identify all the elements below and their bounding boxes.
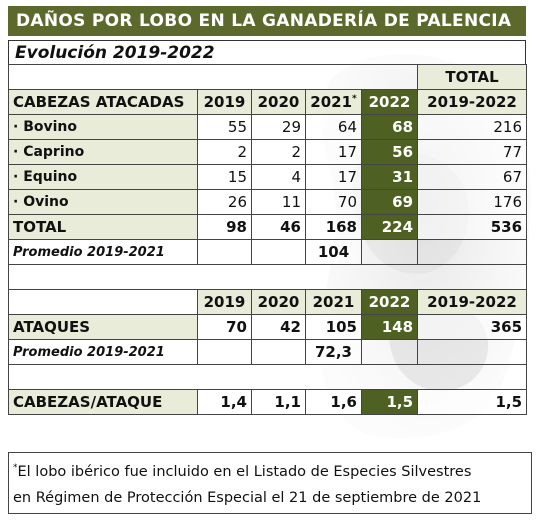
- total-label: TOTAL: [8, 214, 198, 240]
- value-cell: 26: [197, 189, 252, 215]
- average-label: Promedio 2019-2021: [8, 239, 198, 265]
- attacks-value-highlight: 148: [360, 314, 419, 340]
- total-cell: 67: [417, 164, 528, 190]
- empty-cell: [197, 239, 252, 265]
- table-row: · Caprino 2 2 17 56 77: [8, 139, 528, 165]
- attacks-value: 42: [251, 314, 306, 340]
- value-cell: 29: [251, 114, 306, 140]
- species-label: · Equino: [8, 164, 198, 190]
- total-cell: 216: [417, 114, 528, 140]
- attacks-label: ATAQUES: [8, 314, 198, 340]
- damage-table: TOTAL CABEZAS ATACADAS 2019 2020 2021* 2…: [7, 64, 528, 415]
- heads-row-header: CABEZAS ATACADAS: [8, 89, 198, 115]
- year-header: 2021*: [305, 89, 362, 115]
- species-label: · Bovino: [8, 114, 198, 140]
- footnote-text-1: El lobo ibérico fue incluido en el Lista…: [17, 463, 472, 480]
- year-header-highlight: 2022: [360, 289, 419, 315]
- species-label: · Ovino: [8, 189, 198, 215]
- value-cell: 17: [305, 164, 362, 190]
- year-header: 2019: [197, 289, 252, 315]
- empty-cell: [251, 239, 306, 265]
- total-value: 168: [305, 214, 362, 240]
- average-row: Promedio 2019-2021 104: [8, 239, 528, 265]
- total-range-header: 2019-2022: [417, 89, 528, 115]
- empty-cell: [7, 64, 419, 90]
- year-header: 2021: [305, 289, 362, 315]
- empty-cell: [417, 239, 528, 265]
- value-cell: 2: [197, 139, 252, 165]
- year-label: 2021: [310, 93, 353, 111]
- total-cell: 176: [417, 189, 528, 215]
- value-cell-highlight: 56: [360, 139, 419, 165]
- total-header-cell: TOTAL: [417, 64, 528, 90]
- spacer-row: [7, 264, 528, 290]
- year-header: 2019: [197, 89, 252, 115]
- total-header-row: TOTAL: [7, 64, 528, 90]
- footnote: *El lobo ibérico fue incluido en el List…: [8, 452, 532, 514]
- value-cell: 17: [305, 139, 362, 165]
- value-cell: 15: [197, 164, 252, 190]
- footnote-line-2: en Régimen de Protección Especial el 21 …: [13, 489, 482, 506]
- ratio-value: 1,1: [251, 389, 306, 415]
- value-cell: 4: [251, 164, 306, 190]
- spacer-cell: [7, 364, 528, 390]
- year-header: 2020: [251, 289, 306, 315]
- attacks-row: ATAQUES 70 42 105 148 365: [8, 314, 528, 340]
- attacks-value: 105: [305, 314, 362, 340]
- footnote-mark: *: [13, 463, 18, 473]
- table-row: · Equino 15 4 17 31 67: [8, 164, 528, 190]
- attacks-total: 365: [417, 314, 528, 340]
- value-cell-highlight: 68: [360, 114, 419, 140]
- footnote-mark: *: [352, 94, 357, 104]
- value-cell: 70: [305, 189, 362, 215]
- total-value-highlight: 224: [360, 214, 419, 240]
- empty-cell: [197, 339, 252, 365]
- total-row: TOTAL 98 46 168 224 536: [8, 214, 528, 240]
- average-label: Promedio 2019-2021: [8, 339, 198, 365]
- ratio-value-highlight: 1,5: [360, 389, 419, 415]
- value-cell: 55: [197, 114, 252, 140]
- grand-total: 536: [417, 214, 528, 240]
- value-cell: 2: [251, 139, 306, 165]
- ratio-label: CABEZAS/ATAQUE: [8, 389, 198, 415]
- attacks-header-row: 2019 2020 2021 2022 2019-2022: [8, 289, 528, 315]
- page-subtitle: Evolución 2019-2022: [8, 40, 526, 64]
- value-cell-highlight: 31: [360, 164, 419, 190]
- ratio-total: 1,5: [417, 389, 528, 415]
- year-header: 2020: [251, 89, 306, 115]
- heads-header-row: CABEZAS ATACADAS 2019 2020 2021* 2022 20…: [8, 89, 528, 115]
- empty-cell: [360, 339, 419, 365]
- empty-cell: [8, 289, 198, 315]
- table-row: · Bovino 55 29 64 68 216: [8, 114, 528, 140]
- ratio-row: CABEZAS/ATAQUE 1,4 1,1 1,6 1,5 1,5: [8, 389, 528, 415]
- average-row: Promedio 2019-2021 72,3: [8, 339, 528, 365]
- ratio-value: 1,4: [197, 389, 252, 415]
- ratio-value: 1,6: [305, 389, 362, 415]
- total-value: 46: [251, 214, 306, 240]
- total-range-header: 2019-2022: [417, 289, 528, 315]
- page-title: DAÑOS POR LOBO EN LA GANADERÍA DE PALENC…: [8, 6, 526, 36]
- year-header-highlight: 2022: [360, 89, 419, 115]
- table-row: · Ovino 26 11 70 69 176: [8, 189, 528, 215]
- total-cell: 77: [417, 139, 528, 165]
- average-value: 104: [305, 239, 362, 265]
- empty-cell: [417, 339, 528, 365]
- empty-cell: [360, 239, 419, 265]
- value-cell: 64: [305, 114, 362, 140]
- footnote-line-1: *El lobo ibérico fue incluido en el List…: [13, 455, 527, 485]
- attacks-value: 70: [197, 314, 252, 340]
- total-value: 98: [197, 214, 252, 240]
- average-value: 72,3: [305, 339, 362, 365]
- empty-cell: [251, 339, 306, 365]
- value-cell: 11: [251, 189, 306, 215]
- value-cell-highlight: 69: [360, 189, 419, 215]
- spacer-cell: [7, 264, 528, 290]
- species-label: · Caprino: [8, 139, 198, 165]
- spacer-row: [7, 364, 528, 390]
